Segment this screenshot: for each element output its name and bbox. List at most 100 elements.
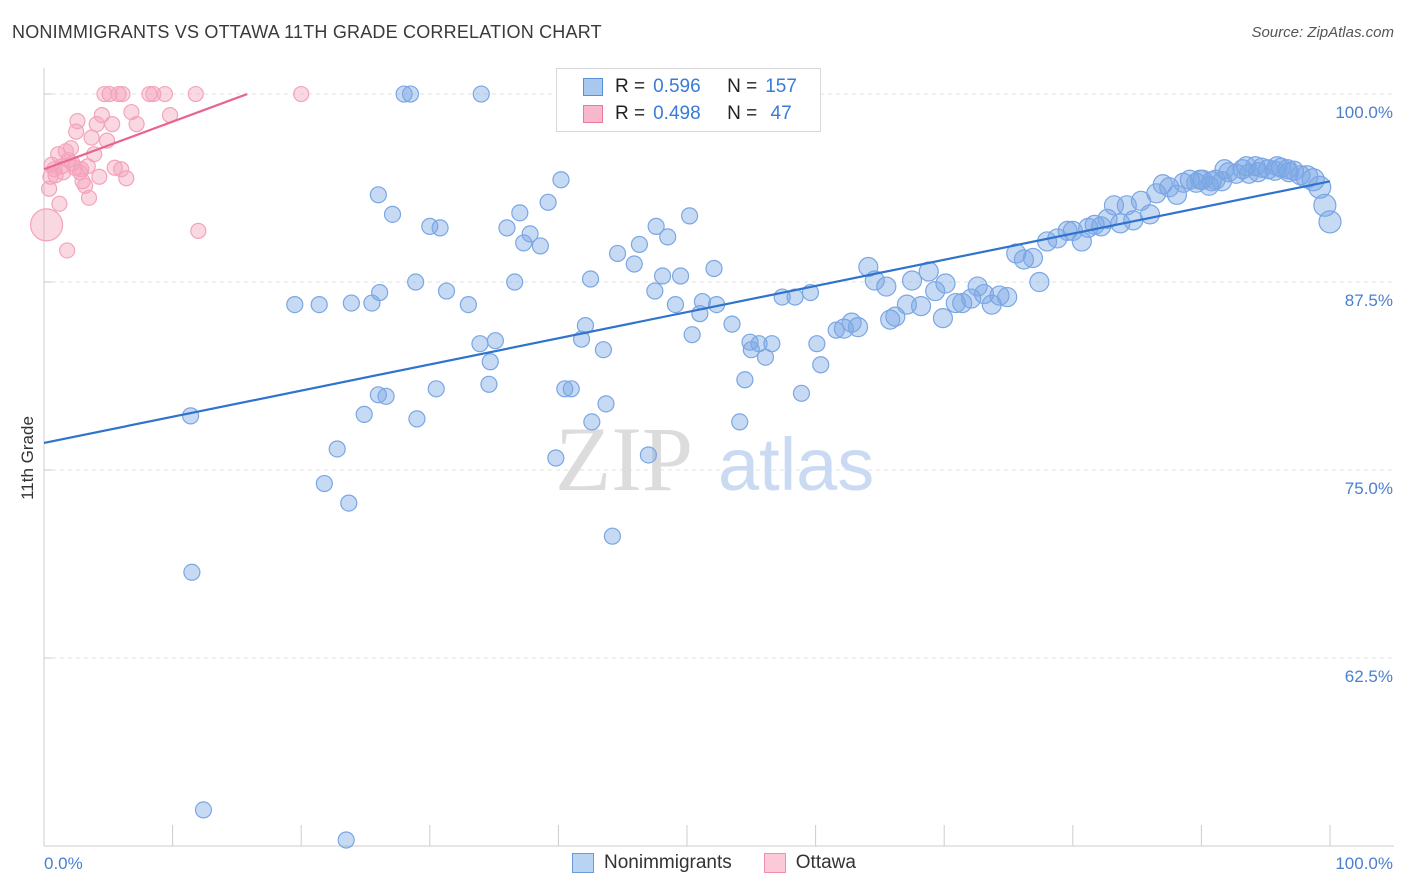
point-nonimmigrants — [498, 219, 516, 237]
point-nonimmigrants — [1029, 271, 1050, 293]
point-nonimmigrants — [407, 273, 425, 291]
point-nonimmigrants — [515, 234, 533, 252]
legend-label-nonimmigrants: Nonimmigrants — [604, 852, 732, 873]
point-nonimmigrants — [659, 228, 677, 246]
point-nonimmigrants — [1236, 156, 1257, 177]
data-points — [29, 85, 1342, 849]
n-label: N = — [727, 103, 758, 124]
point-nonimmigrants — [763, 335, 781, 353]
point-ottawa — [80, 189, 98, 206]
point-ottawa — [293, 85, 310, 103]
watermark-atlas: atlas — [718, 423, 874, 506]
point-nonimmigrants — [355, 405, 373, 423]
point-nonimmigrants — [421, 217, 439, 235]
point-nonimmigrants — [328, 440, 346, 458]
point-nonimmigrants — [1022, 247, 1044, 269]
point-ottawa — [66, 159, 83, 176]
point-nonimmigrants — [556, 380, 574, 398]
point-ottawa — [106, 159, 123, 176]
point-ottawa — [145, 85, 162, 103]
point-nonimmigrants — [910, 295, 932, 317]
point-nonimmigrants — [562, 380, 580, 398]
point-nonimmigrants — [401, 85, 420, 103]
point-nonimmigrants — [583, 413, 601, 431]
axes — [43, 68, 1394, 847]
point-nonimmigrants — [427, 380, 445, 398]
r-label: R = — [615, 103, 646, 124]
point-ottawa — [128, 116, 145, 133]
point-nonimmigrants — [1318, 210, 1342, 234]
y-tick-label: 62.5% — [1345, 667, 1393, 686]
legend-item-nonimmigrants[interactable]: Nonimmigrants — [572, 852, 732, 874]
point-ottawa — [113, 161, 130, 178]
point-nonimmigrants — [731, 413, 749, 431]
point-nonimmigrants — [808, 335, 826, 353]
point-ottawa — [114, 85, 131, 103]
point-nonimmigrants — [876, 276, 897, 297]
r-label: R = — [615, 76, 646, 97]
point-nonimmigrants — [989, 285, 1010, 306]
point-ottawa — [74, 173, 91, 190]
series-legend: Nonimmigrants Ottawa — [572, 852, 888, 874]
point-nonimmigrants — [973, 283, 995, 305]
point-nonimmigrants — [792, 384, 811, 402]
point-nonimmigrants — [1267, 156, 1288, 177]
legend-swatch-nonimmigrants — [572, 853, 594, 873]
legend-swatch-pink — [583, 105, 603, 123]
point-nonimmigrants — [594, 341, 613, 359]
point-nonimmigrants — [723, 315, 741, 333]
x-tick-label: 0.0% — [44, 854, 83, 873]
n-value: 157 — [765, 76, 797, 97]
point-ottawa — [83, 129, 100, 146]
watermark-zip: ZIP — [555, 408, 693, 510]
point-ottawa — [190, 222, 207, 239]
point-nonimmigrants — [925, 280, 946, 302]
point-nonimmigrants — [342, 294, 360, 312]
point-nonimmigrants — [539, 193, 557, 211]
point-nonimmigrants — [1166, 184, 1188, 205]
point-nonimmigrants — [377, 387, 395, 405]
point-nonimmigrants — [310, 295, 328, 314]
point-nonimmigrants — [680, 207, 699, 225]
point-nonimmigrants — [315, 474, 333, 493]
point-ottawa — [118, 170, 135, 187]
point-nonimmigrants — [486, 332, 504, 350]
point-nonimmigrants — [705, 259, 723, 278]
legend-swatch-ottawa — [763, 853, 786, 873]
point-nonimmigrants — [1190, 169, 1211, 190]
legend-swatch-blue — [583, 78, 603, 96]
point-nonimmigrants — [742, 341, 760, 359]
legend-row-ottawa: R = 0.498 N = 47 — [583, 102, 792, 126]
trend-lines — [43, 93, 1331, 445]
point-ottawa — [59, 242, 76, 259]
point-nonimmigrants — [901, 270, 923, 291]
legend-item-ottawa[interactable]: Ottawa — [763, 852, 856, 874]
point-nonimmigrants — [961, 288, 982, 309]
point-nonimmigrants — [639, 446, 658, 464]
point-nonimmigrants — [408, 410, 426, 428]
y-tick-labels: 62.5% 75.0% 87.5% 100.0% — [1335, 103, 1393, 686]
x-tick-label: 100.0% — [1335, 854, 1393, 873]
point-ottawa — [77, 177, 94, 194]
r-value: 0.596 — [653, 76, 701, 97]
legend-label-ottawa: Ottawa — [795, 852, 856, 873]
point-nonimmigrants — [286, 295, 304, 314]
point-ottawa — [69, 113, 86, 130]
point-ottawa — [91, 168, 108, 185]
point-nonimmigrants — [481, 353, 499, 371]
point-ottawa — [110, 85, 127, 103]
point-nonimmigrants — [521, 225, 539, 243]
point-nonimmigrants — [1214, 159, 1235, 180]
stats-legend: R = 0.596 N = 157 R = 0.498 N = 47 — [556, 68, 821, 132]
r-value: 0.498 — [653, 103, 701, 124]
point-nonimmigrants — [395, 85, 413, 103]
point-ottawa — [104, 116, 121, 133]
point-nonimmigrants — [1290, 165, 1311, 186]
point-nonimmigrants — [935, 273, 956, 294]
point-nonimmigrants — [340, 494, 358, 512]
legend-row-nonimmigrants: R = 0.596 N = 157 — [583, 75, 797, 99]
chart-title: NONIMMIGRANTS VS OTTAWA 11TH GRADE CORRE… — [12, 22, 602, 42]
point-nonimmigrants — [671, 267, 690, 285]
trend-line-nonimmigrants — [43, 180, 1331, 445]
